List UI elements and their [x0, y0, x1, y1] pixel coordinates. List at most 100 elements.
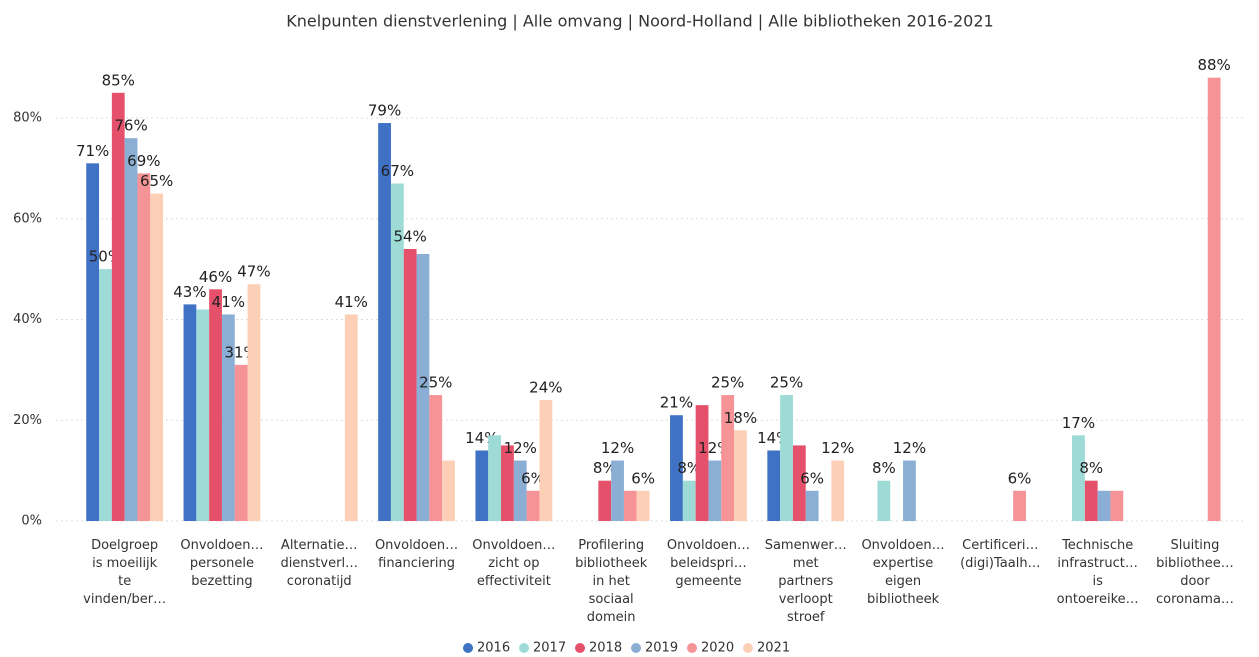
legend-label: 2020	[701, 641, 734, 656]
legend-swatch	[687, 643, 697, 653]
x-tick-label: Doelgroep is moeilijk te vinden/ber…	[83, 538, 166, 607]
data-label: 25%	[711, 374, 744, 392]
x-tick-label: Alternatie… dienstverl… coronatijd	[280, 538, 358, 589]
bar	[636, 490, 650, 521]
data-label: 21%	[660, 394, 693, 412]
bar	[792, 445, 806, 521]
bar	[1013, 490, 1026, 521]
bar	[1084, 480, 1098, 521]
y-tick-label: 80%	[13, 111, 42, 126]
bar	[344, 314, 358, 521]
legend-swatch	[743, 643, 753, 653]
data-label: 85%	[102, 71, 135, 89]
legend-swatch	[631, 643, 641, 653]
x-tick-label: Onvoldoen… zicht op effectiviteit	[472, 538, 555, 589]
legend-swatch	[519, 643, 529, 653]
bar	[247, 284, 261, 521]
bar	[611, 460, 624, 521]
legend-label: 2019	[645, 641, 678, 656]
bar	[526, 490, 540, 521]
bar	[513, 460, 527, 521]
bar	[1207, 77, 1221, 521]
bar	[99, 269, 112, 521]
x-tick-label: Onvoldoen… personele bezetting	[180, 538, 263, 589]
data-label: 25%	[419, 374, 452, 392]
data-label: 6%	[1008, 469, 1032, 487]
bar	[682, 480, 696, 521]
data-label: 25%	[770, 374, 803, 392]
data-label: 6%	[631, 469, 655, 487]
bar	[488, 435, 502, 521]
data-label: 8%	[872, 459, 896, 477]
bar	[475, 450, 489, 521]
legend-label: 2018	[589, 641, 622, 656]
data-label: 12%	[601, 439, 634, 457]
x-tick-label: Profilering bibliotheek in het sociaal domei…	[575, 538, 648, 625]
data-label: 41%	[212, 293, 245, 311]
legend-label: 2016	[477, 641, 510, 656]
data-label: 67%	[381, 162, 414, 180]
bar	[767, 450, 781, 521]
bar	[501, 445, 514, 521]
data-label: 76%	[114, 117, 147, 135]
data-label: 47%	[237, 263, 270, 281]
bar	[183, 304, 197, 521]
bar	[1097, 490, 1111, 521]
data-label: 65%	[140, 172, 173, 190]
bar	[124, 138, 138, 521]
data-label: 54%	[393, 227, 426, 245]
bar	[780, 395, 793, 521]
data-label: 8%	[593, 459, 617, 477]
bar	[708, 460, 722, 521]
bar	[196, 309, 210, 521]
y-tick-label: 40%	[13, 312, 42, 327]
chart-title: Knelpunten dienstverlening | Alle omvang…	[286, 12, 993, 31]
bar	[209, 289, 222, 521]
bar	[877, 480, 891, 521]
x-tick-label: Sluiting bibliothee… door coronama…	[1156, 538, 1234, 607]
bar	[150, 193, 164, 521]
bar	[670, 415, 683, 521]
data-label: 24%	[529, 379, 562, 397]
legend-swatch	[575, 643, 585, 653]
bar	[390, 183, 404, 522]
bar	[721, 395, 735, 521]
y-tick-label: 60%	[13, 211, 42, 226]
data-label: 79%	[368, 102, 401, 120]
bar	[86, 163, 100, 521]
x-tick-label: Technische infrastruct… is ontoereike…	[1057, 538, 1139, 607]
x-tick-label: Onvoldoen… beleidspri… gemeente	[667, 538, 750, 589]
data-label: 6%	[521, 469, 545, 487]
bar	[111, 92, 125, 521]
bar	[137, 173, 151, 521]
data-label: 18%	[724, 409, 757, 427]
bar	[234, 364, 248, 521]
data-label: 71%	[76, 142, 109, 160]
data-label: 12%	[893, 439, 926, 457]
x-tick-label: Onvoldoen… financiering	[375, 538, 458, 571]
data-label: 8%	[1079, 459, 1103, 477]
y-tick-label: 20%	[13, 413, 42, 428]
bar	[623, 490, 637, 521]
data-label: 43%	[173, 283, 206, 301]
data-label: 88%	[1197, 56, 1230, 74]
bar	[442, 460, 455, 521]
bar	[1072, 435, 1085, 521]
bar	[903, 460, 916, 521]
legend-label: 2017	[533, 641, 566, 656]
data-label: 8%	[677, 459, 701, 477]
bar	[598, 480, 612, 521]
bar	[1110, 490, 1124, 521]
legend-swatch	[463, 643, 473, 653]
y-tick-label: 0%	[21, 514, 42, 529]
bar	[831, 460, 845, 521]
bar	[221, 314, 235, 521]
x-tick-label: Onvoldoen… expertise eigen bibliotheek	[861, 538, 944, 607]
bar	[429, 395, 443, 521]
bar	[695, 405, 709, 521]
bar	[539, 400, 553, 521]
bar	[805, 490, 819, 521]
bar	[734, 430, 747, 521]
data-label: 6%	[800, 469, 824, 487]
